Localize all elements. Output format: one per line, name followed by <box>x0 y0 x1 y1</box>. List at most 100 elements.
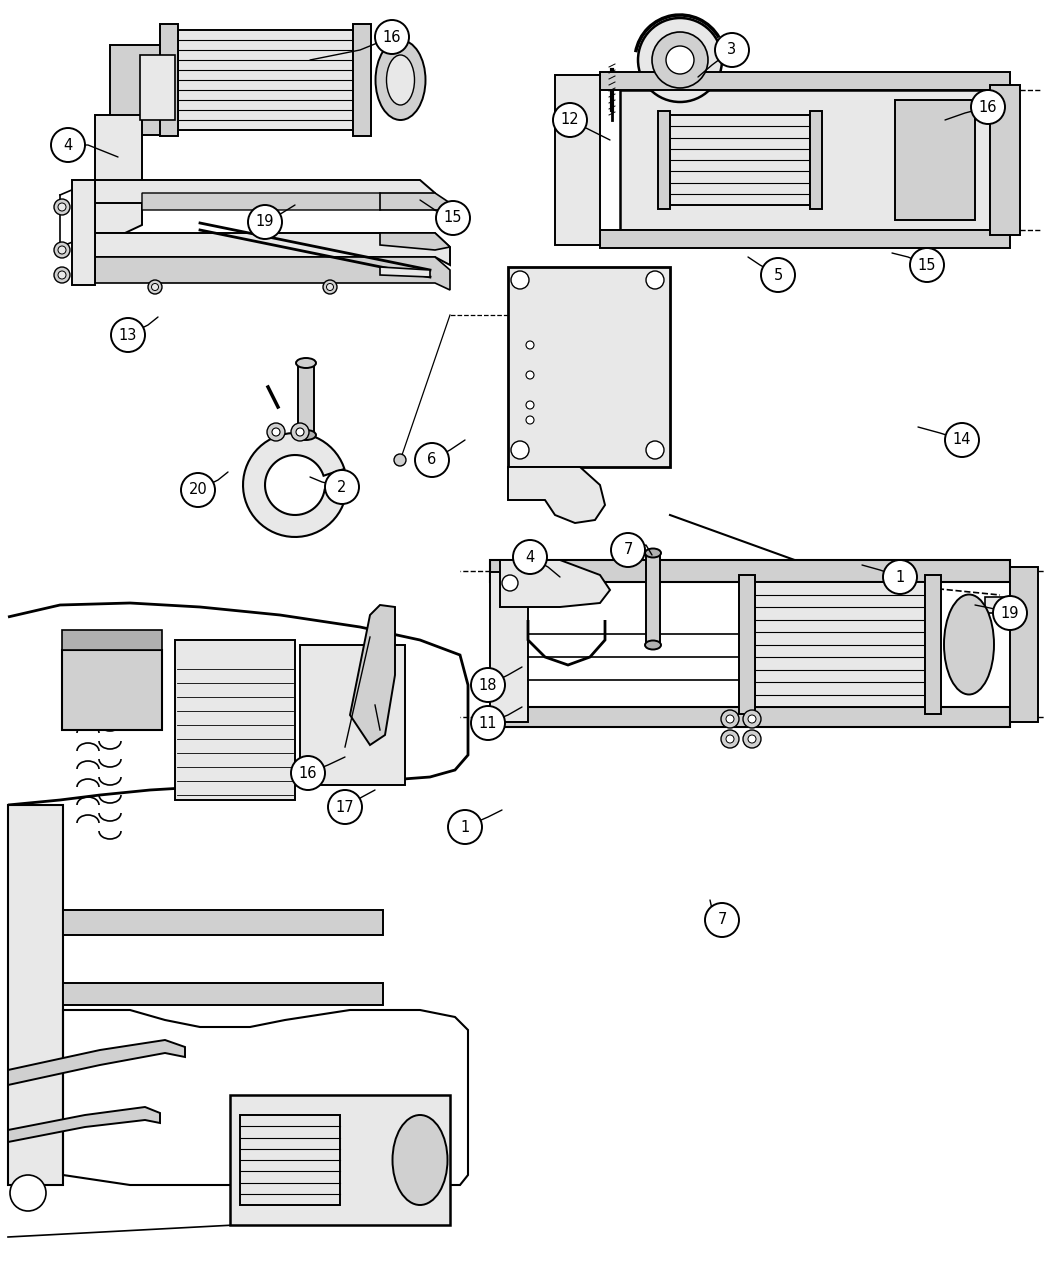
Circle shape <box>666 46 694 74</box>
Circle shape <box>526 402 534 409</box>
Circle shape <box>267 423 285 441</box>
FancyBboxPatch shape <box>490 560 1010 581</box>
Circle shape <box>646 441 664 459</box>
Text: 16: 16 <box>383 29 401 45</box>
Ellipse shape <box>386 55 415 105</box>
Circle shape <box>726 715 734 723</box>
Circle shape <box>51 128 85 162</box>
Circle shape <box>415 442 449 477</box>
Circle shape <box>181 473 215 507</box>
FancyBboxPatch shape <box>1010 567 1038 722</box>
Circle shape <box>326 470 359 504</box>
Text: 20: 20 <box>189 482 208 497</box>
Circle shape <box>375 20 410 54</box>
Text: 7: 7 <box>624 542 633 557</box>
FancyBboxPatch shape <box>63 910 383 935</box>
Circle shape <box>705 903 739 937</box>
Text: 6: 6 <box>427 453 437 468</box>
Circle shape <box>910 249 944 282</box>
Polygon shape <box>8 1040 185 1085</box>
Text: 3: 3 <box>728 42 736 57</box>
Circle shape <box>993 595 1027 630</box>
Circle shape <box>323 280 337 295</box>
FancyBboxPatch shape <box>240 1116 340 1205</box>
FancyBboxPatch shape <box>620 91 990 230</box>
Circle shape <box>526 340 534 349</box>
Circle shape <box>743 731 761 748</box>
Ellipse shape <box>296 430 316 440</box>
Circle shape <box>883 560 917 594</box>
FancyBboxPatch shape <box>353 24 371 136</box>
Text: 4: 4 <box>525 550 534 565</box>
Circle shape <box>646 272 664 289</box>
FancyBboxPatch shape <box>990 85 1020 235</box>
FancyBboxPatch shape <box>739 575 755 714</box>
Circle shape <box>513 541 547 574</box>
Text: 16: 16 <box>979 99 997 115</box>
Text: 18: 18 <box>479 677 498 692</box>
Circle shape <box>652 32 708 88</box>
FancyBboxPatch shape <box>300 645 405 785</box>
Text: 5: 5 <box>774 268 782 283</box>
Text: 19: 19 <box>256 214 274 230</box>
FancyBboxPatch shape <box>925 575 941 714</box>
Circle shape <box>526 416 534 425</box>
Text: 19: 19 <box>1001 606 1020 621</box>
Circle shape <box>111 317 145 352</box>
Circle shape <box>945 423 979 456</box>
Circle shape <box>148 280 162 295</box>
Circle shape <box>58 272 66 279</box>
Polygon shape <box>380 266 430 277</box>
Circle shape <box>54 242 70 258</box>
FancyBboxPatch shape <box>600 71 1010 91</box>
Circle shape <box>291 756 326 790</box>
Circle shape <box>715 33 749 68</box>
FancyBboxPatch shape <box>63 983 383 1005</box>
FancyBboxPatch shape <box>8 805 63 1184</box>
Ellipse shape <box>645 640 662 649</box>
Circle shape <box>58 246 66 254</box>
Text: 7: 7 <box>717 913 727 927</box>
Polygon shape <box>94 180 435 210</box>
Circle shape <box>10 1176 46 1211</box>
Polygon shape <box>350 606 395 745</box>
Circle shape <box>638 18 722 102</box>
Polygon shape <box>8 1107 160 1142</box>
Text: 1: 1 <box>896 570 905 584</box>
Polygon shape <box>94 115 142 233</box>
FancyBboxPatch shape <box>490 708 1010 727</box>
FancyBboxPatch shape <box>658 111 670 209</box>
Circle shape <box>721 731 739 748</box>
Polygon shape <box>508 467 605 523</box>
Text: 13: 13 <box>119 328 138 343</box>
FancyBboxPatch shape <box>140 55 175 120</box>
Text: 16: 16 <box>299 765 317 780</box>
Circle shape <box>58 203 66 210</box>
Circle shape <box>151 283 159 291</box>
Polygon shape <box>72 180 94 286</box>
FancyBboxPatch shape <box>895 99 975 221</box>
Text: 14: 14 <box>952 432 971 448</box>
Circle shape <box>448 810 482 844</box>
Ellipse shape <box>645 548 662 557</box>
Circle shape <box>471 668 505 703</box>
Circle shape <box>971 91 1005 124</box>
Circle shape <box>436 201 470 235</box>
Polygon shape <box>985 597 1010 613</box>
Circle shape <box>748 715 756 723</box>
Circle shape <box>272 428 280 436</box>
Circle shape <box>291 423 309 441</box>
Circle shape <box>748 734 756 743</box>
Circle shape <box>743 710 761 728</box>
FancyBboxPatch shape <box>230 1095 450 1225</box>
FancyBboxPatch shape <box>177 31 353 130</box>
FancyBboxPatch shape <box>298 363 314 435</box>
FancyBboxPatch shape <box>600 230 1010 249</box>
FancyBboxPatch shape <box>62 630 162 650</box>
Polygon shape <box>142 193 395 210</box>
Circle shape <box>54 199 70 215</box>
Circle shape <box>526 371 534 379</box>
Circle shape <box>327 283 334 291</box>
FancyBboxPatch shape <box>508 266 670 467</box>
FancyBboxPatch shape <box>555 75 600 245</box>
